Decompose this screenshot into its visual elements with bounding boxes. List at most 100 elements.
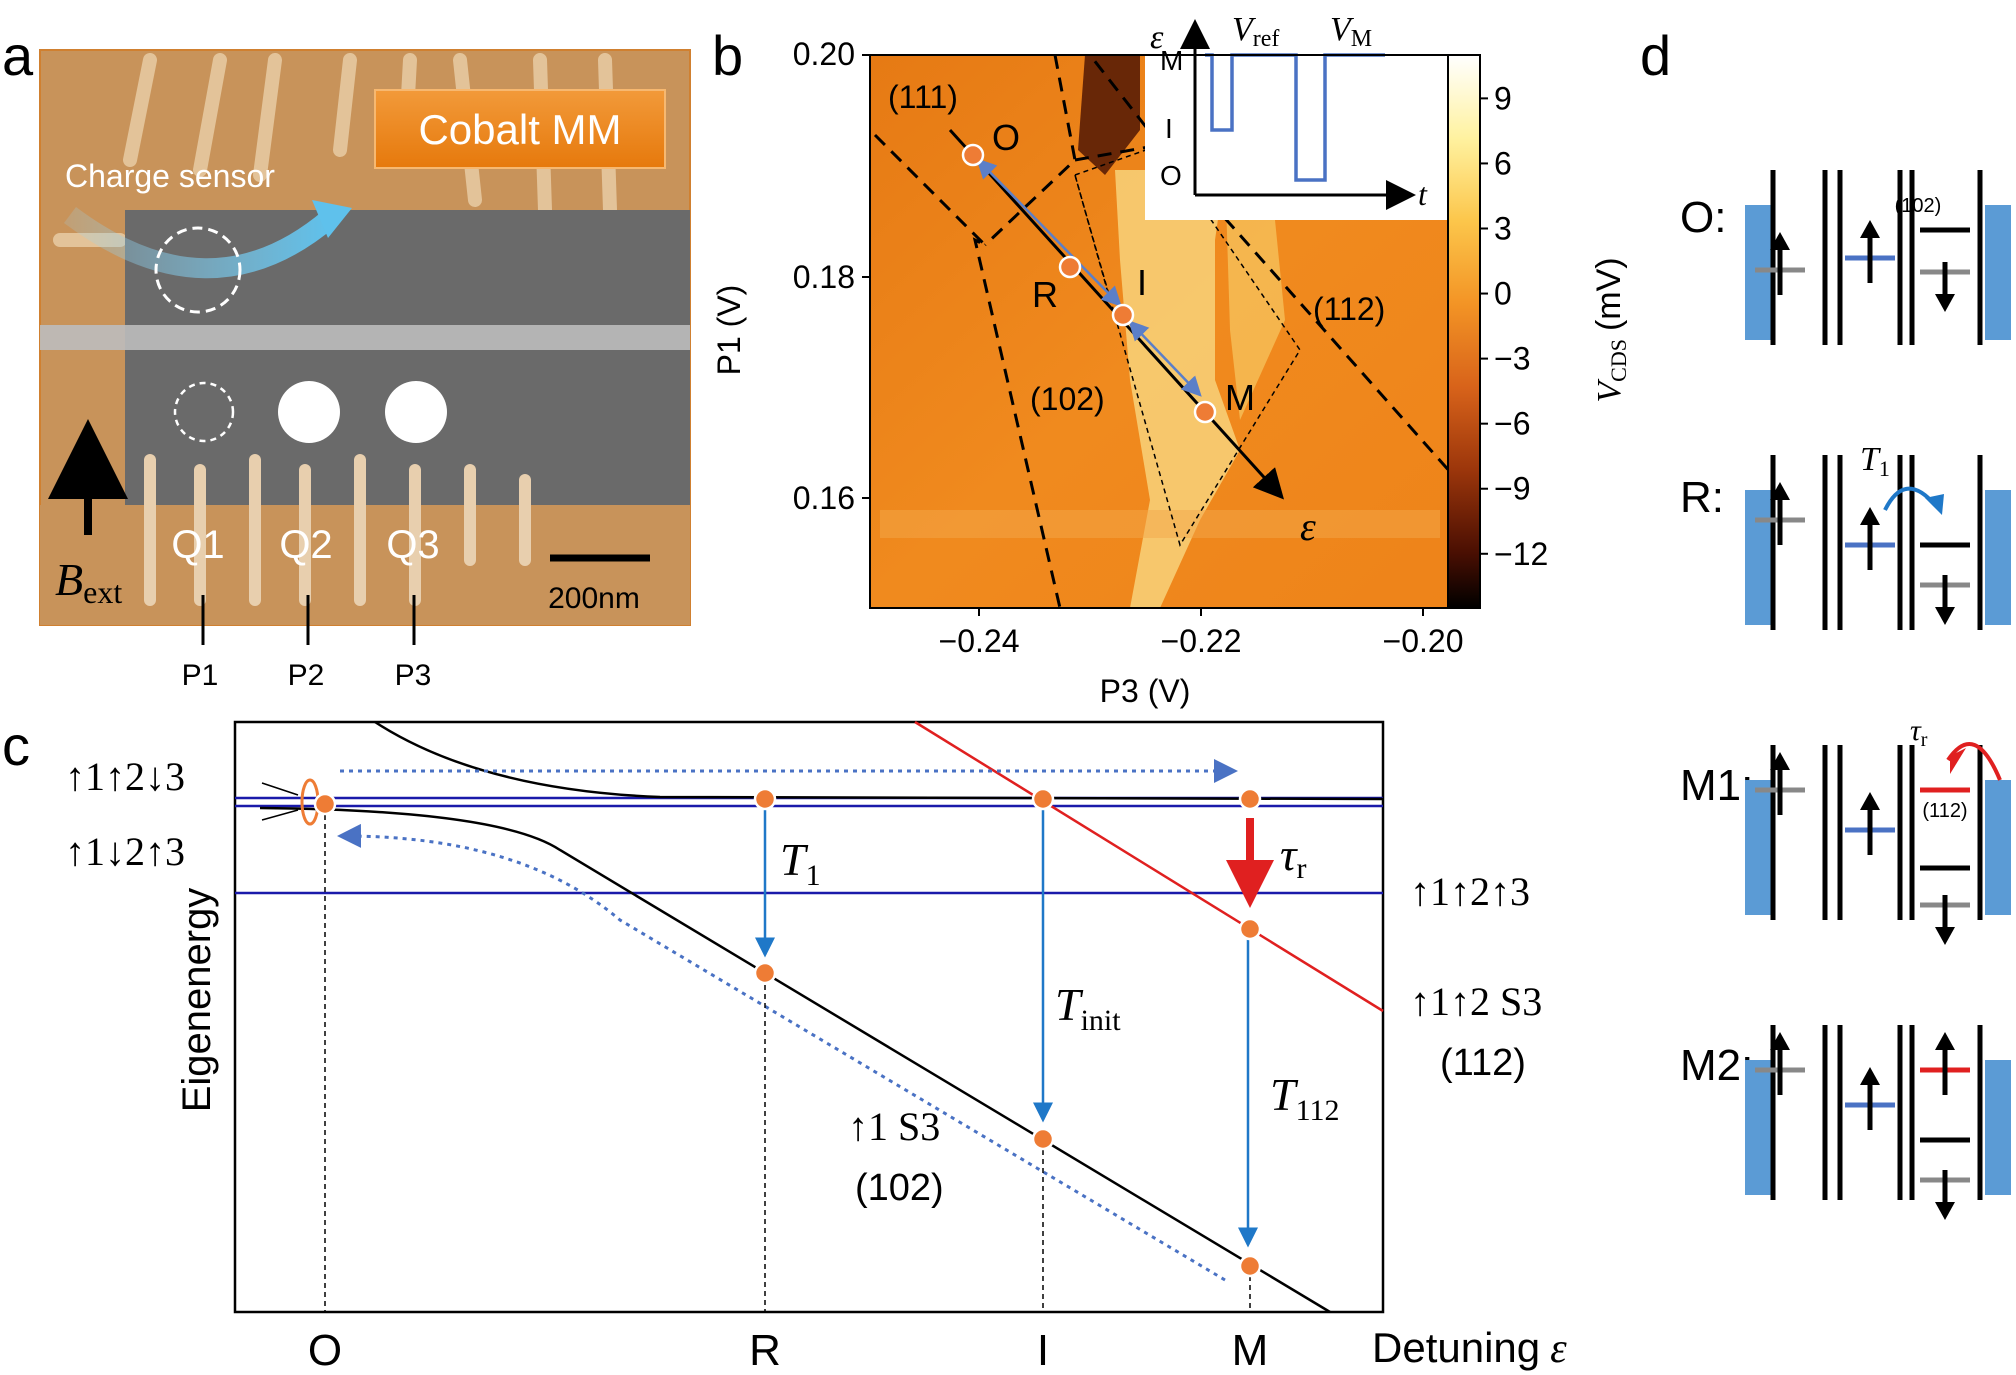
- c-xtick-r: R: [749, 1326, 781, 1375]
- charge-102: (102): [855, 1167, 944, 1209]
- gate-label-p2: P2: [288, 659, 325, 692]
- q2-dot-marker: [278, 381, 340, 443]
- c-ylabel: Eigenenergy: [175, 888, 219, 1113]
- panel-c: ↑1↑2↓3 ↑1↓2↑3 ↑1↑2↑3 ↑1↑2 S3 (112) ↑1 S3…: [65, 720, 1567, 1375]
- c-xtick-o: O: [308, 1326, 342, 1375]
- colorbar-label: VCDS(mV): [1590, 257, 1631, 402]
- colorbar-tick-7: −12: [1494, 536, 1548, 572]
- left-lead: [1745, 780, 1771, 915]
- level-uus-112: [914, 720, 1384, 1013]
- d-row-r: R:: [1680, 473, 1724, 522]
- label-tinit: Tinit: [1055, 979, 1121, 1037]
- cobalt-mm-label: Cobalt MM: [418, 106, 621, 153]
- panel-b: ε O R I M (111) (112) (102) ε t M I O Vr…: [711, 5, 1631, 709]
- epsilon-label: ε: [1300, 504, 1316, 549]
- charge-sensor-arrowhead: [312, 200, 352, 238]
- c-axes-frame: [233, 720, 1385, 1314]
- colorbar-tick-2: 3: [1494, 210, 1512, 246]
- gate-label-p3: P3: [395, 659, 432, 692]
- d-taur-label: τr: [1910, 714, 1928, 751]
- colorbar-ticks: 9 6 3 0 −3 −6 −9 −12: [1480, 80, 1548, 572]
- q1-dot-marker: [173, 381, 235, 443]
- panel-label-b: b: [712, 24, 743, 87]
- c-xtick-i: I: [1037, 1326, 1049, 1375]
- dot-label-q1: Q1: [171, 523, 224, 567]
- label-t112: T112: [1270, 1069, 1339, 1127]
- d-row-m2: M2:: [1680, 1041, 1753, 1090]
- charge-112: (112): [1440, 1042, 1526, 1084]
- left-lead: [1745, 490, 1771, 625]
- cobalt-mm-box: [374, 89, 666, 169]
- light-streak: [880, 510, 1440, 538]
- right-lead: [1985, 1060, 2011, 1195]
- diagram-m1: [1745, 745, 2011, 945]
- charge-sensor-arrow: [64, 206, 337, 279]
- path-arrow-im: [1128, 320, 1202, 397]
- state-uud: ↑1↑2↓3: [65, 754, 185, 799]
- region-112: (112): [1313, 291, 1385, 327]
- d-t1-label: T1: [1860, 441, 1890, 481]
- sem-gray-mid: [40, 325, 690, 350]
- b-xlabel: P3 (V): [1100, 673, 1191, 709]
- d-charge-112: (112): [1922, 800, 1967, 822]
- colorbar: [1447, 54, 1481, 609]
- label-t1: T1: [780, 834, 821, 892]
- point-markers: [961, 143, 1217, 424]
- b-ytick-marks: [862, 54, 1424, 616]
- point-label-m: M: [1225, 377, 1255, 418]
- marker-m: [1193, 400, 1217, 424]
- state-uuu: ↑1↑2↑3: [1410, 869, 1530, 914]
- b-xtick-2: −0.20: [1383, 623, 1464, 659]
- colorbar-tick-1: 6: [1494, 145, 1512, 181]
- marker-r: [1058, 255, 1082, 279]
- point-label-o: O: [992, 117, 1020, 158]
- d-taur-arrow: [1946, 742, 2002, 781]
- right-lead: [1985, 205, 2011, 340]
- state-us: ↑1 S3: [848, 1104, 940, 1149]
- b-ytick-2: 0.16: [793, 480, 855, 516]
- marker-o: [961, 143, 985, 167]
- panel-label-a: a: [2, 24, 34, 87]
- sem-gray-region: [125, 210, 690, 505]
- dark-spot: [1078, 55, 1140, 175]
- inset-level-m: M: [1160, 45, 1183, 76]
- d-row-m1: M1:: [1680, 761, 1753, 810]
- colorbar-tick-3: 0: [1494, 276, 1512, 312]
- diagram-m2: [1745, 1025, 2011, 1220]
- left-lead: [1745, 1060, 1771, 1195]
- dotted-return: [337, 823, 1226, 1282]
- b-ylabel: P1 (V): [711, 285, 747, 376]
- b-xtick-1: −0.22: [1161, 623, 1242, 659]
- region-102: (102): [1030, 381, 1105, 417]
- right-lead: [1985, 780, 2011, 915]
- b-field-label: Bext: [55, 554, 122, 610]
- scale-bar-label: 200nm: [548, 582, 640, 615]
- label-taur: τr: [1280, 829, 1306, 885]
- diagram-r: [1745, 455, 2011, 630]
- inset-level-o: O: [1160, 160, 1182, 191]
- path-arrow-oi: [976, 158, 1122, 307]
- panel-label-c: c: [2, 714, 30, 777]
- b-ytick-1: 0.18: [793, 259, 855, 295]
- d-row-o: O:: [1680, 193, 1726, 242]
- colorbar-tick-5: −6: [1494, 406, 1530, 442]
- point-label-r: R: [1032, 274, 1058, 315]
- charge-sensor-label: Charge sensor: [65, 158, 275, 194]
- b-xtick-0: −0.24: [939, 623, 1020, 659]
- d-charge-102: (102): [1895, 195, 1942, 217]
- sensor-dot-marker: [154, 226, 242, 314]
- energy-diagrams: [1745, 170, 2011, 1220]
- dot-label-q2: Q2: [279, 523, 332, 567]
- inset-xaxis: t: [1418, 176, 1428, 212]
- point-label-i: I: [1137, 262, 1147, 303]
- drop-lines: [324, 806, 1251, 1312]
- diagram-o: [1745, 170, 2011, 345]
- bottom-gate-fingers: [144, 454, 531, 606]
- state-uus: ↑1↑2 S3: [1410, 979, 1542, 1024]
- right-lead: [1985, 490, 2011, 625]
- inset-yaxis: ε: [1150, 19, 1164, 56]
- marker-i: [1111, 303, 1135, 327]
- panel-a: Cobalt MM Charge sensor Bext Q1 Q2 Q3 20…: [39, 49, 691, 692]
- b-ytick-0: 0.20: [793, 36, 855, 72]
- gate-label-p1: P1: [182, 659, 219, 692]
